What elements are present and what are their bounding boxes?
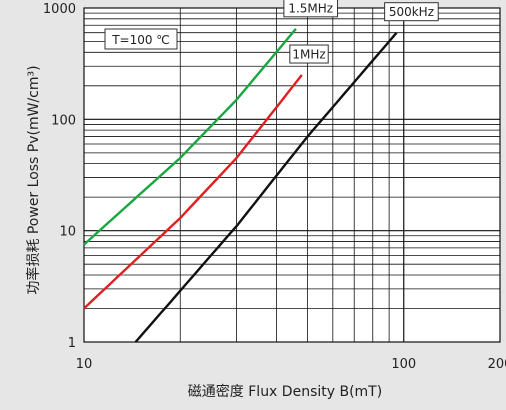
series-line-500khz (134, 31, 398, 343)
temperature-annotation: T=100 ℃ (104, 28, 178, 50)
y-tick-label: 1 (68, 336, 76, 351)
series-line-15mhz (83, 28, 297, 246)
series-layer (83, 28, 398, 343)
svg-text:1.5MHz: 1.5MHz (288, 1, 333, 15)
x-axis-title: 磁通密度 Flux Density B(mT) (188, 383, 382, 400)
y-tick-label: 1000 (43, 2, 76, 17)
x-tick-label: 200 (488, 357, 506, 372)
y-axis-title: 功率损耗 Power Loss Pv(mW/cm³) (25, 65, 42, 294)
y-tick-label: 100 (51, 113, 76, 128)
x-tick-label: 10 (76, 357, 93, 372)
tick-layer: 101002001101001000 (43, 2, 506, 372)
x-tick-label: 100 (391, 357, 416, 372)
svg-text:1MHz: 1MHz (292, 48, 325, 62)
grid-layer (83, 7, 501, 343)
svg-text:500kHz: 500kHz (389, 5, 434, 19)
plot-area (83, 7, 501, 343)
label-layer: 1.5MHz 1MHz 500kHz (283, 0, 439, 64)
temperature-annotation-text: T=100 ℃ (111, 33, 170, 47)
y-tick-label: 10 (59, 225, 76, 240)
series-label-500khz: 500kHz (384, 2, 439, 22)
series-label-15mhz: 1.5MHz (283, 0, 339, 18)
series-line-1mhz (83, 74, 303, 310)
series-label-1mhz: 1MHz (289, 44, 329, 64)
